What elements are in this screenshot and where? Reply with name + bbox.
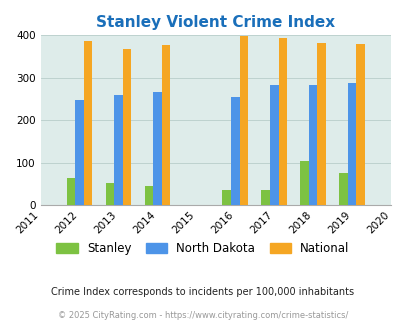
Text: © 2025 CityRating.com - https://www.cityrating.com/crime-statistics/: © 2025 CityRating.com - https://www.city… — [58, 311, 347, 320]
Bar — [67, 178, 75, 205]
Bar — [144, 186, 153, 205]
Bar — [84, 41, 92, 205]
Bar — [339, 173, 347, 205]
Bar — [123, 49, 131, 205]
Bar — [269, 85, 278, 205]
Text: Crime Index corresponds to incidents per 100,000 inhabitants: Crime Index corresponds to incidents per… — [51, 287, 354, 297]
Bar — [222, 190, 230, 205]
Bar — [105, 183, 114, 205]
Bar — [347, 83, 356, 205]
Bar — [161, 45, 170, 205]
Legend: Stanley, North Dakota, National: Stanley, North Dakota, National — [51, 237, 354, 260]
Bar — [308, 85, 317, 205]
Bar — [75, 100, 84, 205]
Bar — [114, 95, 123, 205]
Bar — [278, 38, 286, 205]
Bar — [261, 190, 269, 205]
Bar — [317, 43, 325, 205]
Bar — [153, 92, 161, 205]
Bar — [356, 44, 364, 205]
Bar — [230, 97, 239, 205]
Bar — [239, 36, 247, 205]
Title: Stanley Violent Crime Index: Stanley Violent Crime Index — [96, 15, 335, 30]
Bar — [300, 161, 308, 205]
